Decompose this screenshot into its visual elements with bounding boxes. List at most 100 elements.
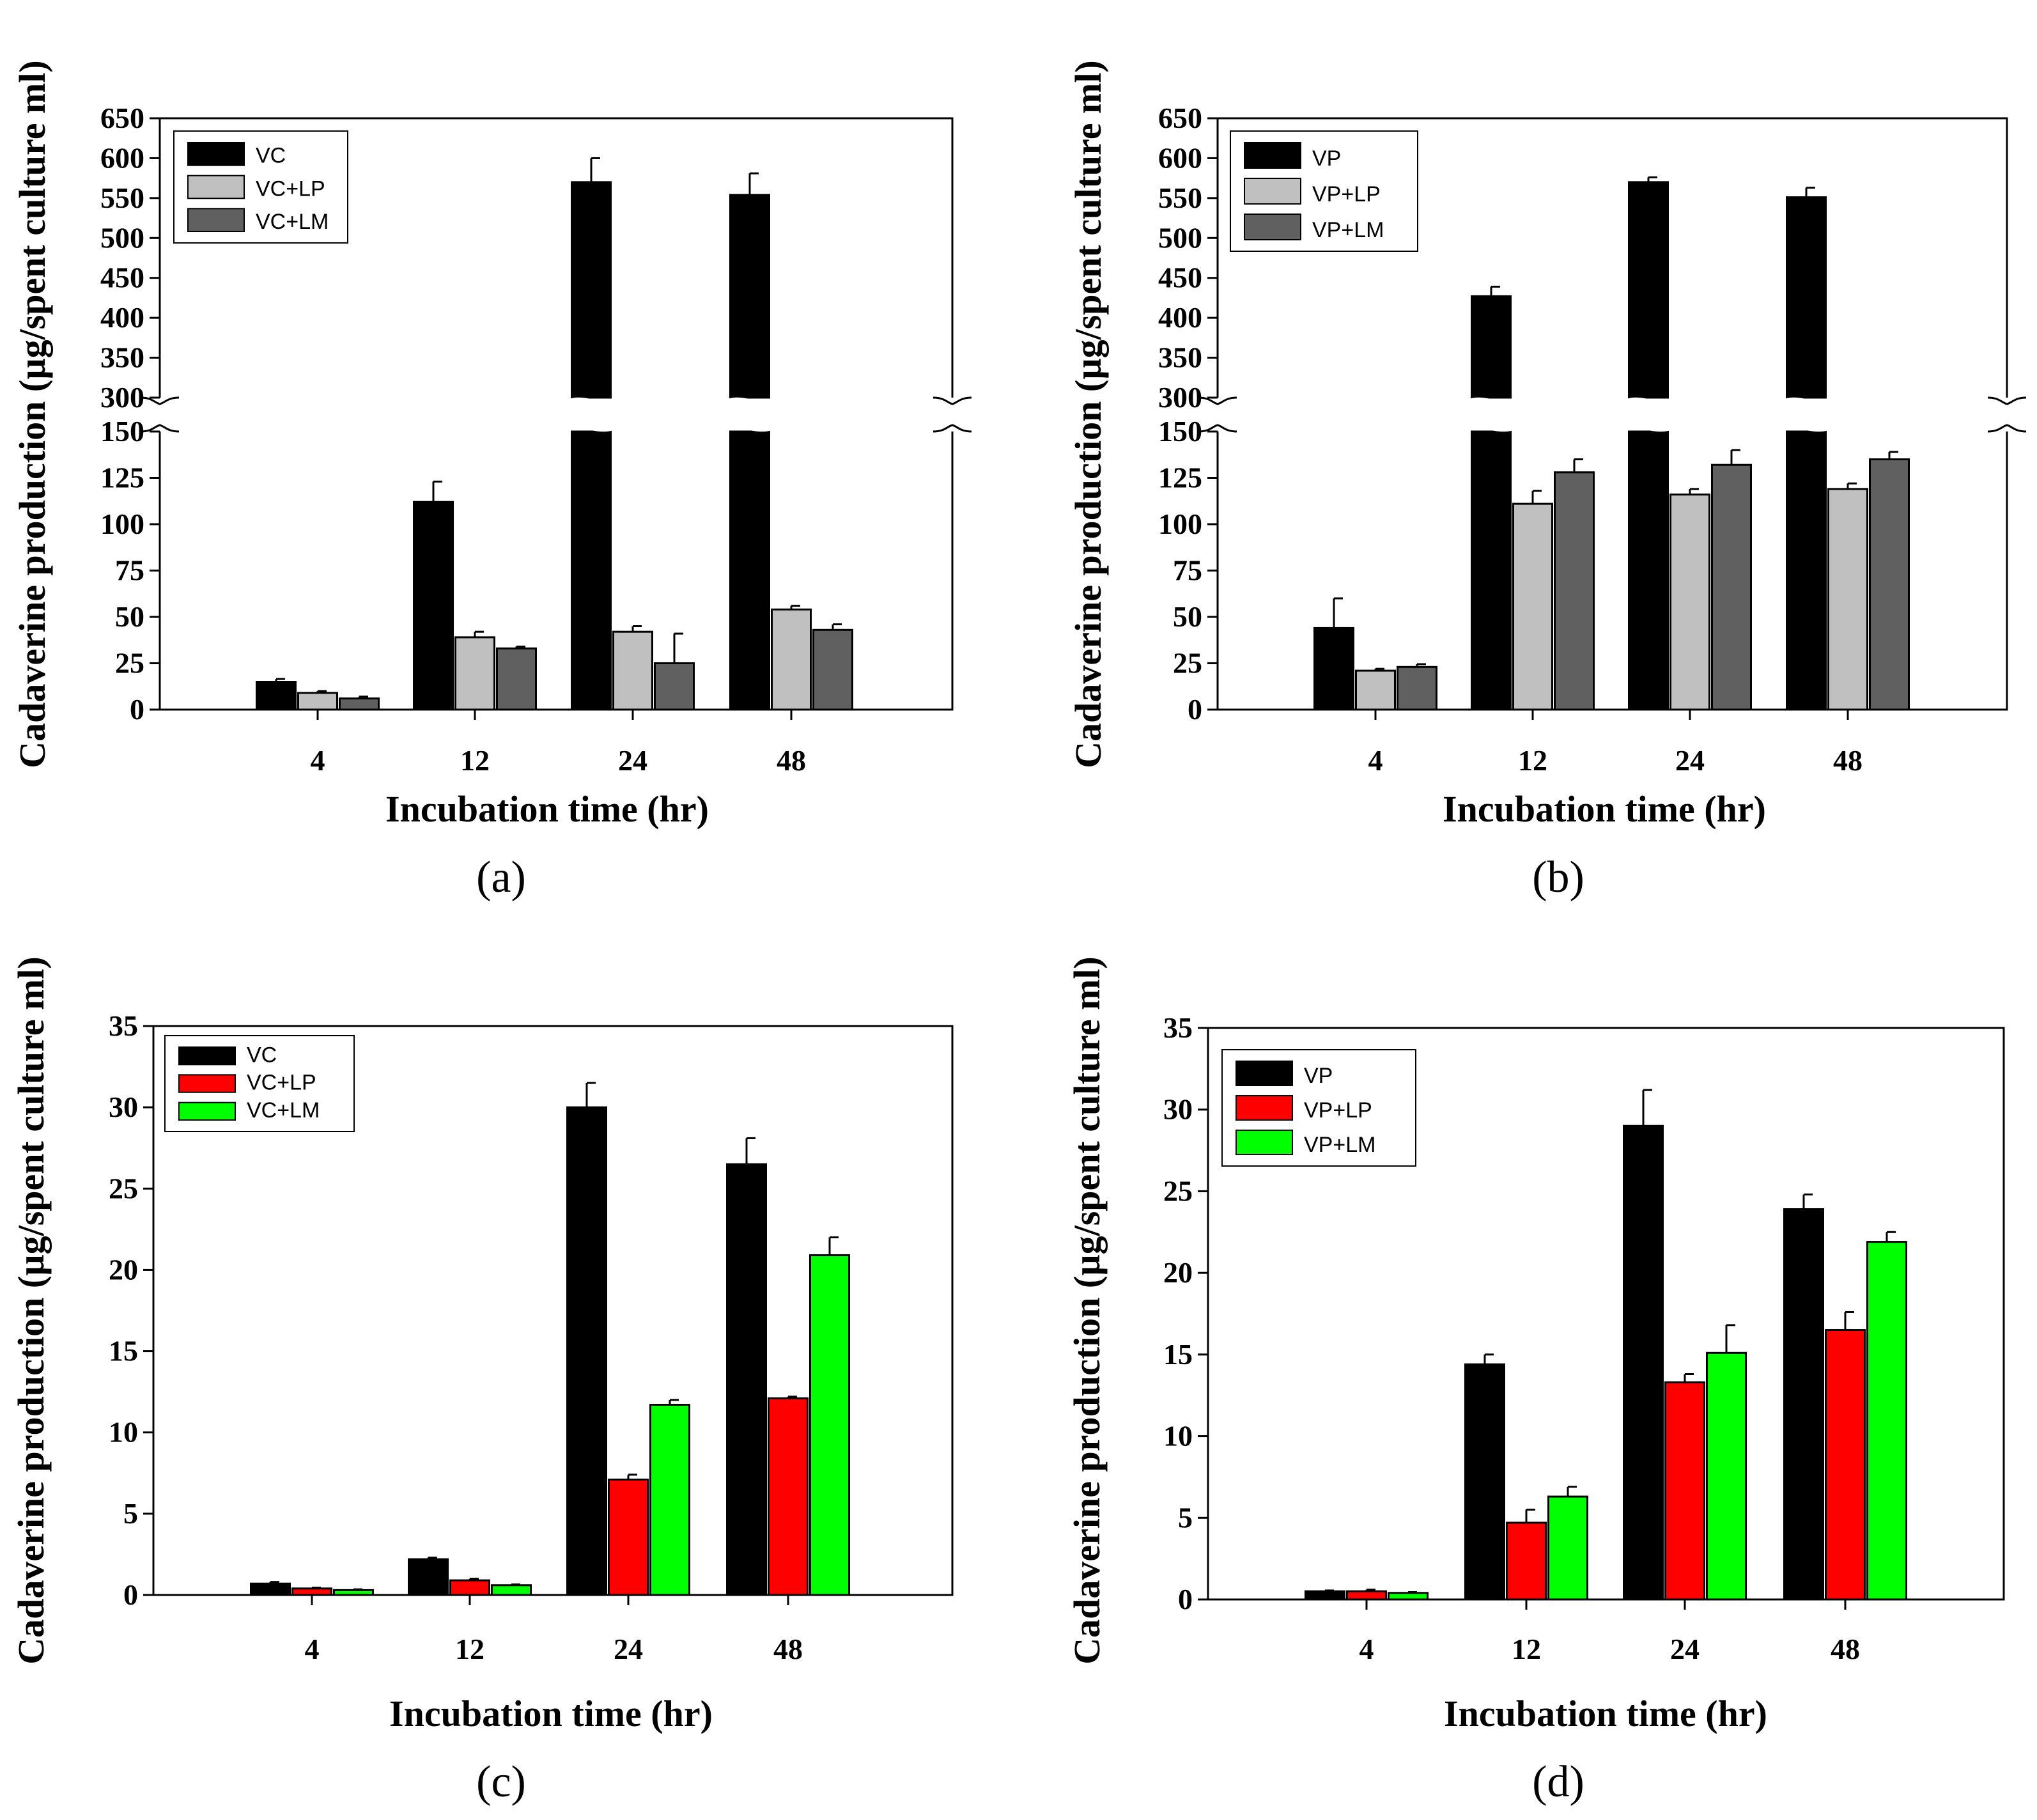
x-tick-label: 12 [1512,1633,1541,1665]
y-tick-label: 0 [1178,1583,1193,1615]
legend-swatch [1244,178,1301,205]
legend-label: VP+LM [1312,218,1384,242]
bar-vc-48h-lower [729,430,770,711]
axis-break-mark [1987,396,2027,405]
y-axis-title: Cadaverine production (µg/spent culture … [10,956,52,1665]
x-tick-label: 4 [311,744,325,777]
bar-break-gap [1626,397,1671,432]
x-tick-label: 48 [773,1633,803,1665]
legend-label: VP+LP [1312,182,1381,206]
x-tick-label: 4 [1368,744,1383,777]
x-tick-label: 4 [1359,1633,1374,1665]
x-tick-label: 12 [460,744,490,777]
chart-panel-d: 0 5 10 15 20 25 30 35 4 12 24 48 VP VP+LP VP+LM Incubat… [1066,956,2005,1807]
y-tick-label: 350 [1158,341,1202,374]
bar-vp-lp-48h [1825,1329,1866,1601]
y-tick-label: 500 [1158,221,1202,254]
legend-swatch [1235,1095,1293,1121]
bar-vp-lm-4h [1397,665,1437,711]
y-tick-label: 30 [109,1091,138,1123]
bar-vp-lp-24h [1669,494,1710,711]
x-tick-label: 48 [1833,744,1863,777]
bar-vc-lm-12h [491,1584,532,1596]
legend-swatch [187,175,245,199]
bar-vc-48h [726,1163,767,1596]
bar-vp-12h-upper [1471,295,1512,399]
bar-break-gap [569,397,614,432]
x-tick-label: 24 [1675,744,1705,777]
legend-label: VP [1312,146,1341,171]
y-tick-label: 400 [100,301,144,334]
y-tick-label: 50 [115,600,144,633]
bar-vc-lm-24h [654,662,695,711]
bar-vp-lm-48h [1866,1241,1907,1601]
bar-vc-lm-48h [812,628,853,711]
y-tick-label: 75 [115,554,144,587]
bar-vp-12h [1464,1363,1505,1601]
x-tick-label: 24 [614,1633,643,1665]
y-tick-label: 25 [1173,647,1202,680]
bar-vp-12h-lower [1471,430,1512,711]
bar-vc-4h [256,681,297,711]
y-tick-label: 400 [1158,301,1202,334]
axis-break-mark [933,396,972,405]
axis-break-mark [1198,424,1237,433]
y-tick-label: 350 [100,341,144,374]
bar-break-gap [727,397,772,432]
x-tick-label: 48 [777,744,806,777]
y-tick-label: 15 [109,1335,138,1367]
bar-vc-lp-48h [771,608,812,711]
bar-vc-lm-4h [339,697,380,711]
bar-vp-lp-4h [1355,669,1396,711]
legend-label: VC+LP [256,176,325,201]
panel-label: (d) [1532,1757,1584,1807]
y-tick-label: 10 [109,1416,138,1449]
bar-vp-lp-12h [1512,502,1553,711]
panel-label: (b) [1532,853,1584,902]
y-tick-label: 15 [1163,1338,1193,1371]
bar-vc-12h [408,1558,449,1596]
x-tick-label: 12 [1518,744,1547,777]
bar-vp-lm-24h [1706,1351,1747,1601]
bar-vc-lp-12h [454,636,495,711]
legend-swatch [1244,214,1301,240]
legend-label: VC+LM [247,1098,320,1123]
y-tick-label: 500 [100,221,144,254]
bar-vc-lp-4h [297,692,338,711]
y-tick-label: 100 [100,508,144,540]
bar-vp-lp-4h [1346,1590,1387,1601]
bar-break-gap [1469,397,1514,432]
x-axis-title: Incubation time (hr) [1444,1693,1767,1734]
legend-swatch [1244,142,1301,169]
axis-break-mark [140,396,180,405]
bar-vc-lp-48h [768,1397,809,1596]
y-axis-title: Cadaverine production (µg/spent culture … [12,60,53,768]
legend-swatch [187,142,245,166]
legend-swatch [178,1074,236,1093]
axis-break-mark [933,424,972,433]
y-tick-label: 150 [1158,415,1202,447]
y-tick-label: 600 [1158,141,1202,174]
legend-label: VP+LP [1304,1098,1372,1123]
y-tick-label: 30 [1163,1093,1193,1126]
y-tick-label: 20 [109,1253,138,1286]
y-tick-label: 300 [100,381,144,414]
bar-vp-48h-upper [1786,196,1827,399]
y-tick-label: 125 [1158,462,1202,494]
x-tick-label: 48 [1831,1633,1860,1665]
y-tick-label: 550 [100,182,144,214]
bar-vp-lm-24h [1711,463,1752,711]
y-tick-label: 5 [123,1497,138,1530]
bar-vc-lp-4h [291,1587,332,1596]
bar-vp-4h [1313,626,1354,711]
y-tick-label: 0 [1188,693,1202,726]
y-tick-label: 25 [115,647,144,680]
axis-break-mark [140,424,180,433]
bar-vp-4h [1305,1590,1345,1601]
bar-vp-24h-lower [1628,430,1669,711]
legend-swatch [1235,1061,1293,1086]
x-tick-label: 24 [618,744,647,777]
legend-label: VP [1304,1064,1333,1088]
legend-label: VC [247,1043,277,1067]
